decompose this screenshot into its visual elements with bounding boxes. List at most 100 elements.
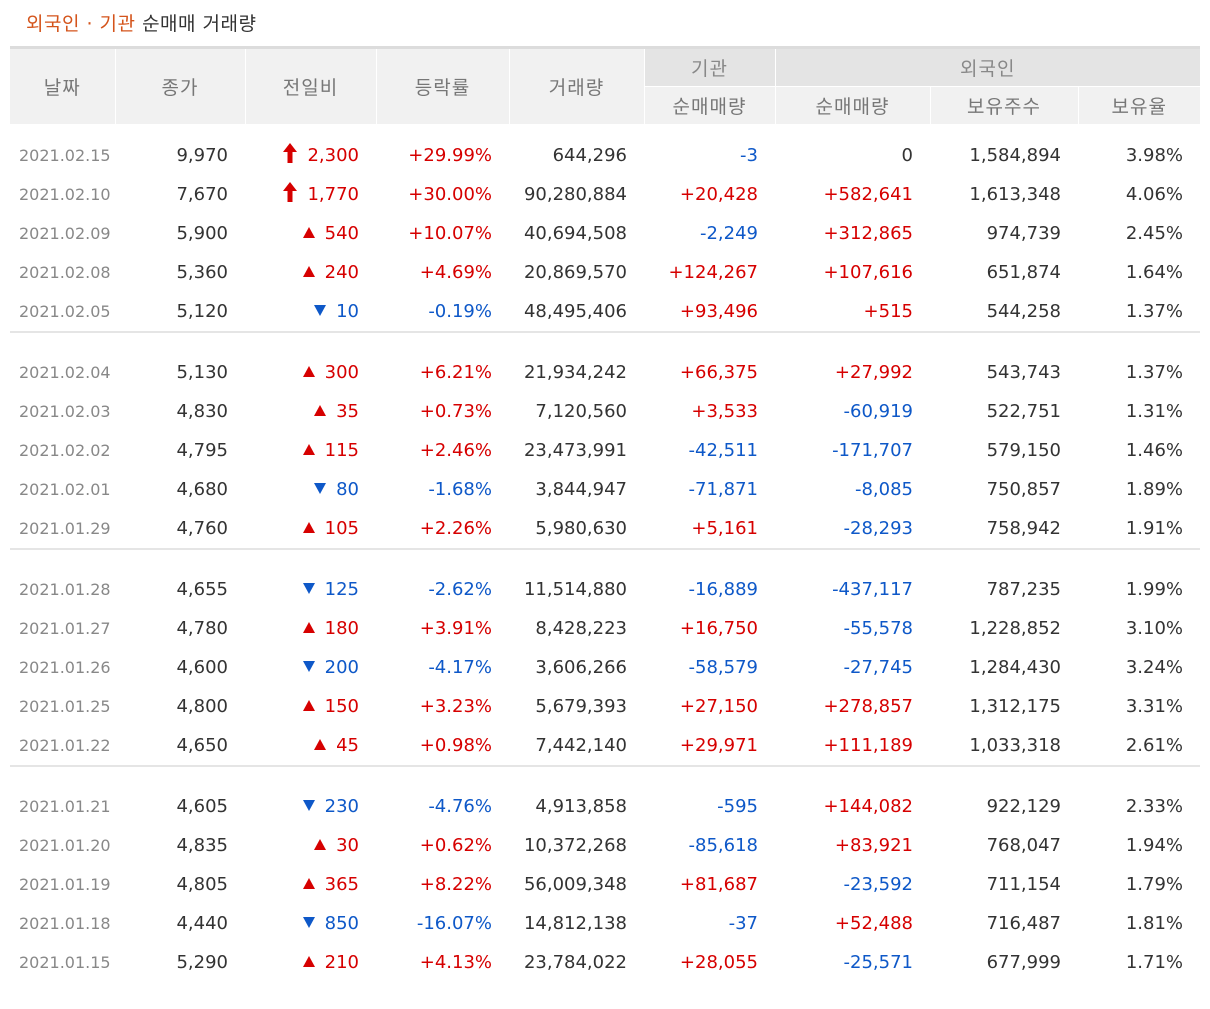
change-value: 150 — [324, 696, 359, 717]
cell-foreign-holdings: 922,129 — [986, 796, 1061, 817]
up-triangle-icon — [302, 365, 315, 377]
cell-foreign-ratio: 1.89% — [1125, 479, 1184, 500]
cell-close: 5,900 — [176, 223, 228, 244]
cell-close: 5,290 — [176, 952, 228, 973]
cell-foreign-net: +312,865 — [823, 223, 913, 244]
cell-change: 1,770 — [245, 175, 376, 214]
change-value: 240 — [324, 262, 359, 283]
up-triangle-icon — [302, 521, 315, 533]
up-triangle-icon — [302, 621, 315, 633]
cell-foreign-ratio: 1.64% — [1125, 262, 1184, 283]
cell-date: 2021.02.03 — [19, 402, 111, 421]
cell-foreign-net: -60,919 — [843, 401, 913, 422]
table-row: 2021.01.18 4,440 850 -16.07% 14,812,138 -37 +5… — [10, 904, 1200, 943]
cell-rate: -2.62% — [428, 579, 492, 600]
cell-foreign-ratio: 1.91% — [1125, 518, 1184, 539]
up-triangle-icon — [314, 738, 327, 750]
header-change: 전일비 — [244, 46, 376, 124]
cell-inst-net: -37 — [728, 913, 758, 934]
cell-change: 105 — [245, 509, 376, 549]
table-row: 2021.02.09 5,900 540 +10.07% 40,694,508 -2,24… — [10, 214, 1200, 253]
cell-volume: 7,120,560 — [535, 401, 627, 422]
cell-foreign-net: +111,189 — [823, 735, 913, 756]
cell-date: 2021.01.25 — [19, 697, 111, 716]
cell-foreign-holdings: 1,613,348 — [969, 184, 1061, 205]
table-row: 2021.01.19 4,805 365 +8.22% 56,009,348 +81,68… — [10, 865, 1200, 904]
cell-foreign-net: +107,616 — [823, 262, 913, 283]
change-value: 230 — [324, 796, 359, 817]
cell-foreign-holdings: 651,874 — [986, 262, 1061, 283]
table-row: 2021.01.26 4,600 200 -4.17% 3,606,266 -58,579… — [10, 648, 1200, 687]
cell-date: 2021.01.29 — [19, 519, 111, 538]
cell-inst-net: +20,428 — [679, 184, 758, 205]
table-row: 2021.01.15 5,290 210 +4.13% 23,784,022 +28,05… — [10, 943, 1200, 982]
cell-foreign-net: +278,857 — [823, 696, 913, 717]
change-value: 105 — [324, 518, 359, 539]
table-row: 2021.02.04 5,130 300 +6.21% 21,934,242 +66,37… — [10, 333, 1200, 392]
cell-change: 150 — [245, 687, 376, 726]
cell-change: 35 — [245, 392, 376, 431]
cell-change: 540 — [245, 214, 376, 253]
header-rate: 등락률 — [375, 46, 509, 124]
cell-foreign-net: -28,293 — [843, 518, 913, 539]
cell-volume: 90,280,884 — [523, 184, 627, 205]
change-value: 10 — [336, 301, 359, 322]
cell-date: 2021.02.05 — [19, 302, 111, 321]
cell-foreign-ratio: 1.71% — [1125, 952, 1184, 973]
trading-volume-table: 날짜 종가 전일비 등락률 거래량 기관 외국인 순매매량 순매매량 보유주수 … — [10, 46, 1201, 982]
cell-volume: 21,934,242 — [523, 362, 627, 383]
cell-volume: 5,679,393 — [535, 696, 627, 717]
change-value: 1,770 — [307, 184, 359, 205]
cell-rate: +6.21% — [419, 362, 492, 383]
cell-rate: +3.91% — [419, 618, 492, 639]
cell-date: 2021.01.20 — [19, 836, 111, 855]
change-value: 45 — [336, 735, 359, 756]
cell-foreign-net: -8,085 — [854, 479, 913, 500]
down-triangle-icon — [314, 304, 327, 316]
header-close: 종가 — [114, 46, 245, 124]
cell-foreign-holdings: 974,739 — [986, 223, 1061, 244]
cell-rate: -0.19% — [428, 301, 492, 322]
cell-foreign-holdings: 1,033,318 — [969, 735, 1061, 756]
cell-foreign-holdings: 750,857 — [986, 479, 1061, 500]
cell-foreign-holdings: 1,312,175 — [969, 696, 1061, 717]
cell-rate: +3.23% — [419, 696, 492, 717]
cell-close: 4,835 — [176, 835, 228, 856]
up-triangle-icon — [302, 877, 315, 889]
cell-close: 4,655 — [176, 579, 228, 600]
cell-close: 4,600 — [176, 657, 228, 678]
cell-change: 45 — [245, 726, 376, 766]
cell-date: 2021.02.01 — [19, 480, 111, 499]
cell-foreign-ratio: 2.33% — [1125, 796, 1184, 817]
change-value: 365 — [324, 874, 359, 895]
up-triangle-icon — [314, 838, 327, 850]
cell-inst-net: -595 — [717, 796, 758, 817]
cell-change: 300 — [245, 333, 376, 392]
cell-rate: +0.62% — [419, 835, 492, 856]
cell-foreign-holdings: 716,487 — [986, 913, 1061, 934]
cell-rate: -1.68% — [428, 479, 492, 500]
cell-inst-net: +16,750 — [679, 618, 758, 639]
cell-foreign-net: +83,921 — [834, 835, 913, 856]
change-value: 210 — [324, 952, 359, 973]
cell-date: 2021.01.28 — [19, 580, 111, 599]
cell-close: 4,805 — [176, 874, 228, 895]
header-institution-group: 기관 — [643, 46, 775, 87]
cell-date: 2021.02.10 — [19, 185, 111, 204]
cell-foreign-net: +515 — [863, 301, 913, 322]
cell-foreign-ratio: 2.61% — [1125, 735, 1184, 756]
cell-inst-net: -42,511 — [688, 440, 758, 461]
cell-inst-net: -16,889 — [688, 579, 758, 600]
cell-inst-net: +66,375 — [679, 362, 758, 383]
cell-rate: +8.22% — [419, 874, 492, 895]
cell-volume: 4,913,858 — [535, 796, 627, 817]
cell-date: 2021.01.21 — [19, 797, 111, 816]
cell-change: 240 — [245, 253, 376, 292]
cell-foreign-ratio: 4.06% — [1125, 184, 1184, 205]
table-row: 2021.02.01 4,680 80 -1.68% 3,844,947 -71,871 -… — [10, 470, 1200, 509]
cell-close: 4,830 — [176, 401, 228, 422]
cell-volume: 10,372,268 — [523, 835, 627, 856]
down-triangle-icon — [314, 482, 327, 494]
cell-date: 2021.02.04 — [19, 363, 111, 382]
cell-rate: +30.00% — [408, 184, 492, 205]
